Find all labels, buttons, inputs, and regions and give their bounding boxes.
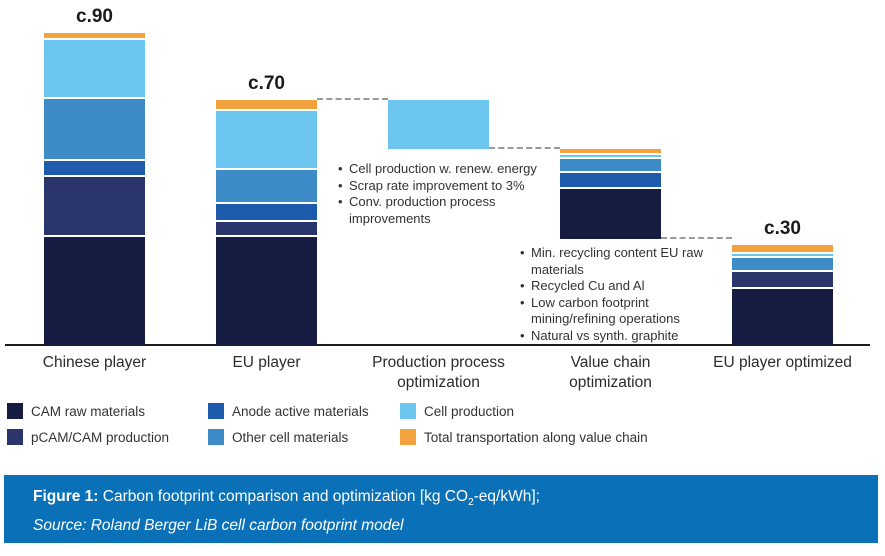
bar-eu-player: [216, 100, 317, 345]
segment-cell-production: [388, 100, 489, 149]
bar-value-chain-optimization: [560, 148, 661, 240]
axis-label-chinese-player: Chinese player: [42, 354, 147, 371]
segment-cam-raw-materials: [44, 237, 145, 345]
bar-production-process-optimization: [388, 100, 489, 149]
caption-box: Figure 1: Carbon footprint comparison an…: [4, 475, 878, 543]
segment-pcam-cam-production: [44, 176, 145, 238]
annotation-item: Scrap rate improvement to 3%: [338, 178, 553, 195]
segment-other-cell-materials: [44, 98, 145, 162]
segment-pcam-cam-production: [216, 221, 317, 238]
segment-transportation: [216, 100, 317, 111]
legend-label: Cell production: [424, 403, 515, 419]
legend-item-pcam-cam-production: pCAM/CAM production: [7, 429, 208, 445]
axis-label-eu-player: EU player: [232, 354, 301, 371]
annotation-list-1: Cell production w. renew. energyScrap ra…: [338, 161, 553, 227]
axis-label-value-chain-optimization: Value chain optimization: [569, 354, 652, 391]
axis-label-production-process-optimization: Production process optimization: [372, 354, 505, 391]
legend-item-anode-active-materials: Anode active materials: [208, 403, 400, 419]
legend-swatch-pcam-cam-production: [7, 429, 23, 445]
segment-transportation: [732, 245, 833, 255]
caption-title: Figure 1: Carbon footprint comparison an…: [33, 485, 868, 514]
segment-anode-active-materials: [216, 204, 317, 222]
legend-swatch-cam-raw-materials: [7, 403, 23, 419]
annotation-item: Cell production w. renew. energy: [338, 161, 553, 178]
caption-text-before-sub: Carbon footprint comparison and optimiza…: [98, 488, 469, 505]
dashed-connector-1: [317, 98, 388, 101]
chart-legend: CAM raw materials Anode active materials C…: [7, 403, 648, 445]
x-axis-line: [5, 344, 870, 346]
annotation-item: Min. recycling content EU raw materials: [520, 245, 705, 278]
annotation-item: Low carbon footprint mining/refining ope…: [520, 295, 705, 328]
segment-anode-active-materials: [44, 161, 145, 177]
segment-cell-production: [44, 39, 145, 99]
annotation-list-2: Min. recycling content EU raw materialsR…: [520, 245, 705, 344]
caption-source: Source: Roland Berger LiB cell carbon fo…: [33, 517, 404, 535]
segment-cam-raw-materials: [560, 188, 661, 240]
segment-cam-raw-materials: [216, 237, 317, 345]
caption-text-after-sub: -eq/kWh];: [473, 488, 540, 505]
segment-pcam-cam-production: [732, 272, 833, 290]
legend-label: Total transportation along value chain: [424, 429, 648, 445]
legend-label: Anode active materials: [232, 403, 369, 419]
legend-swatch-other-cell-materials: [208, 429, 224, 445]
caption-subscript: 2: [468, 497, 474, 509]
segment-cell-production: [216, 110, 317, 170]
legend-item-other-cell-materials: Other cell materials: [208, 429, 400, 445]
bar-total-label-eu-player-optimized: c.30: [764, 218, 801, 240]
bar-chinese-player: [44, 32, 145, 345]
legend-swatch-transportation: [400, 429, 416, 445]
legend-item-cam-raw-materials: CAM raw materials: [7, 403, 208, 419]
dashed-connector-3: [661, 237, 732, 240]
dashed-connector-2: [489, 146, 560, 149]
segment-transportation: [44, 32, 145, 40]
legend-item-cell-production: Cell production: [400, 403, 648, 419]
legend-label: Other cell materials: [232, 429, 349, 445]
legend-item-transportation: Total transportation along value chain: [400, 429, 648, 445]
segment-anode-active-materials: [560, 172, 661, 189]
segment-transportation: [560, 148, 661, 155]
axis-label-eu-player-optimized: EU player optimized: [713, 354, 852, 371]
bar-total-label-chinese-player: c.90: [76, 5, 113, 27]
segment-other-cell-materials: [560, 158, 661, 173]
annotation-item: Conv. production process improvements: [338, 194, 553, 227]
segment-other-cell-materials: [732, 258, 833, 273]
legend-swatch-anode-active-materials: [208, 403, 224, 419]
annotation-item: Recycled Cu and Al: [520, 278, 705, 295]
figure-label: Figure 1:: [33, 488, 99, 505]
bar-total-label-eu-player: c.70: [248, 73, 285, 95]
segment-cell-production: [732, 254, 833, 259]
segment-cell-production: [560, 154, 661, 159]
waterfall-chart: c.90 Chinese player c.70 EU player Productio…: [0, 0, 885, 400]
legend-label: pCAM/CAM production: [31, 429, 170, 445]
bar-eu-player-optimized: [732, 245, 833, 345]
segment-cam-raw-materials: [732, 289, 833, 345]
annotation-item: Natural vs synth. graphite: [520, 328, 705, 345]
legend-swatch-cell-production: [400, 403, 416, 419]
segment-other-cell-materials: [216, 169, 317, 205]
legend-label: CAM raw materials: [31, 403, 146, 419]
